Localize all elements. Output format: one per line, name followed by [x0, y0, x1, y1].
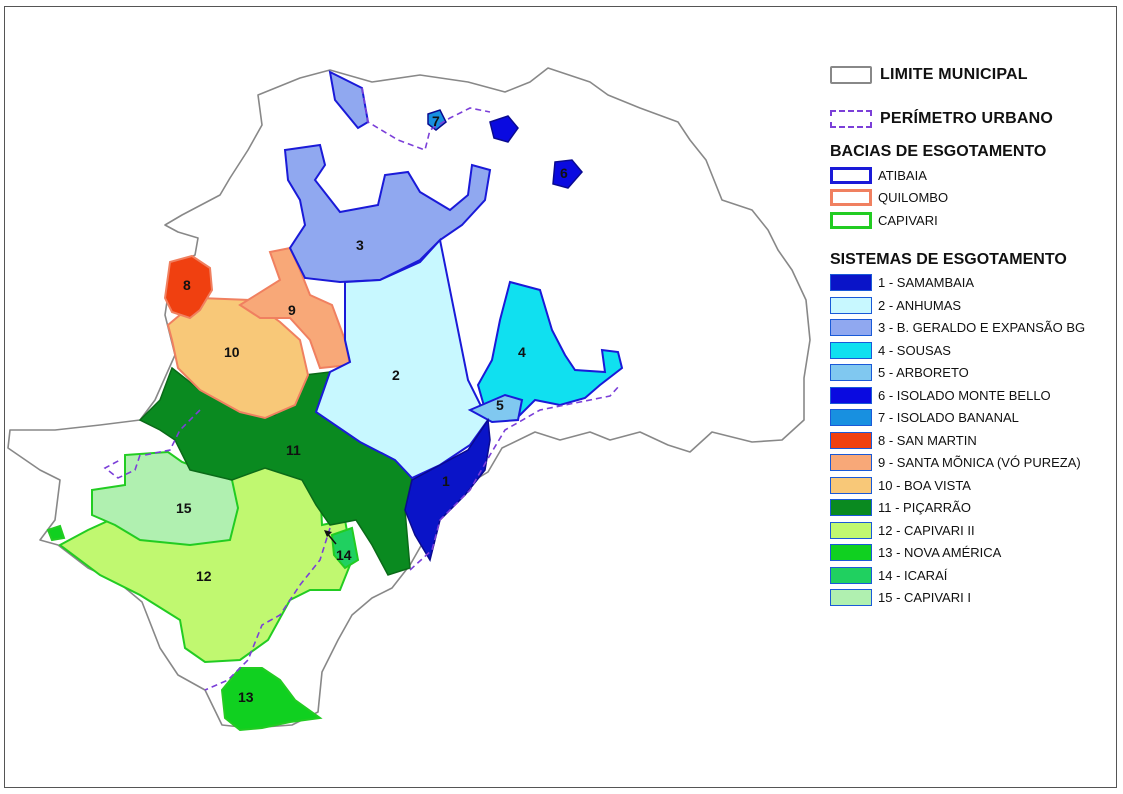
- zone-4-label: 4: [518, 344, 526, 360]
- zone-9-area: [238, 246, 352, 370]
- zone-13-area: [220, 667, 323, 732]
- limite-label: LIMITE MUNICIPAL: [880, 66, 1028, 83]
- sistema-swatch: [830, 274, 872, 292]
- legend-sistema-row: 15 - CAPIVARI I: [830, 587, 1120, 610]
- sistema-label: 4 - SOUSAS: [878, 342, 951, 358]
- zone-11-area: [138, 366, 413, 576]
- legend-sistema-row: 7 - ISOLADO BANANAL: [830, 407, 1120, 430]
- perimetro-label: PERÍMETRO URBANO: [880, 110, 1053, 127]
- sistema-swatch: [830, 589, 872, 607]
- legend-sistema-row: 1 - SAMAMBAIA: [830, 272, 1120, 295]
- sistema-swatch: [830, 319, 872, 337]
- perimetro-swatch: [830, 110, 872, 128]
- sistema-swatch: [830, 364, 872, 382]
- sistema-swatch: [830, 521, 872, 539]
- zone-12-label: 12: [196, 568, 212, 584]
- legend-sistema-row: 9 - SANTA MÕNICA (VÓ PUREZA): [830, 452, 1120, 475]
- urban-perimeter: [103, 87, 621, 691]
- limite-swatch: [830, 66, 872, 84]
- sistema-label: 5 - ARBORETO: [878, 365, 969, 381]
- sistema-swatch: [830, 454, 872, 472]
- sistema-label: 12 - CAPIVARI II: [878, 522, 975, 538]
- zone-7-label: 7: [432, 113, 440, 129]
- zone-8-area: [163, 254, 214, 320]
- zone-3-label: 3: [356, 237, 364, 253]
- sistema-swatch: [830, 386, 872, 404]
- sistema-label: 9 - SANTA MÕNICA (VÓ PUREZA): [878, 455, 1081, 471]
- legend-sistema-row: 12 - CAPIVARI II: [830, 519, 1120, 542]
- legend-perimetro-row: PERÍMETRO URBANO: [830, 106, 1120, 132]
- sistema-swatch: [830, 296, 872, 314]
- legend-sistema-row: 5 - ARBORETO: [830, 362, 1120, 385]
- legend-sistema-row: 13 - NOVA AMÉRICA: [830, 542, 1120, 565]
- bacia-label: ATIBAIA: [878, 167, 927, 183]
- bacia-swatch: [830, 211, 872, 229]
- zone-1-area: [404, 417, 491, 562]
- legend-sistema-row: 8 - SAN MARTIN: [830, 429, 1120, 452]
- sistema-label: 1 - SAMAMBAIA: [878, 275, 975, 291]
- zone-3-north-branch: [328, 70, 370, 130]
- zone-2-area: [314, 237, 490, 480]
- sistema-label: 7 - ISOLADO BANANAL: [878, 410, 1019, 426]
- map-legend: LIMITE MUNICIPAL PERÍMETRO URBANO BACIAS…: [830, 62, 1120, 609]
- zone-15-label: 15: [176, 500, 192, 516]
- bacias-title: BACIAS DE ESGOTAMENTO: [830, 143, 1047, 160]
- legend-bacia-row: QUILOMBO: [830, 187, 1120, 210]
- legend-sistema-row: 6 - ISOLADO MONTE BELLO: [830, 384, 1120, 407]
- zone-9-label: 9: [288, 302, 296, 318]
- zone-14-arrowhead: [324, 530, 332, 537]
- sistema-label: 10 - BOA VISTA: [878, 477, 971, 493]
- sistema-label: 15 - CAPIVARI I: [878, 590, 971, 606]
- sistema-label: 13 - NOVA AMÉRICA: [878, 545, 1002, 561]
- zone-13-label: 13: [238, 689, 254, 705]
- zone-6-north-piece: [489, 115, 519, 143]
- sistema-label: 8 - SAN MARTIN: [878, 432, 977, 448]
- sistema-label: 11 - PIÇARRÃO: [878, 500, 971, 516]
- bacia-label: QUILOMBO: [878, 190, 949, 206]
- sistema-swatch: [830, 409, 872, 427]
- legend-sistema-row: 2 - ANHUMAS: [830, 294, 1120, 317]
- sistema-label: 2 - ANHUMAS: [878, 297, 962, 313]
- legend-sistema-row: 11 - PIÇARRÃO: [830, 497, 1120, 520]
- sistema-swatch: [830, 499, 872, 517]
- zone-8-label: 8: [183, 277, 191, 293]
- legend-sistema-row: 14 - ICARAÍ: [830, 564, 1120, 587]
- bacia-swatch: [830, 166, 872, 184]
- zone-1-label: 1: [442, 473, 450, 489]
- sistema-swatch: [830, 544, 872, 562]
- sistema-label: 14 - ICARAÍ: [878, 567, 948, 583]
- legend-limite-row: LIMITE MUNICIPAL: [830, 62, 1120, 88]
- zone-14-label: 14: [336, 547, 352, 563]
- zone-3-area: [283, 143, 492, 284]
- zone-6-area: [552, 159, 583, 189]
- zone-14-area: [330, 526, 360, 570]
- sistema-swatch: [830, 476, 872, 494]
- bacia-swatch: [830, 189, 872, 207]
- sistemas-list: 1 - SAMAMBAIA 2 - ANHUMAS 3 - B. GERALDO E…: [830, 272, 1120, 610]
- sistema-label: 6 - ISOLADO MONTE BELLO: [878, 387, 1051, 403]
- zone-11-label: 11: [286, 442, 301, 458]
- legend-bacia-row: CAPIVARI: [830, 209, 1120, 232]
- zone-10-label: 10: [224, 344, 240, 360]
- sistemas-title: SISTEMAS DE ESGOTAMENTO: [830, 250, 1067, 268]
- legend-sistema-row: 10 - BOA VISTA: [830, 474, 1120, 497]
- legend-sistema-row: 4 - SOUSAS: [830, 339, 1120, 362]
- bacia-label: CAPIVARI: [878, 212, 938, 228]
- zone-13-west-piece: [46, 524, 66, 542]
- zone-2-label: 2: [392, 367, 400, 383]
- zone-15-area: [91, 450, 240, 547]
- sistema-swatch: [830, 566, 872, 584]
- zone-5-label: 5: [496, 397, 504, 413]
- sistema-swatch: [830, 341, 872, 359]
- legend-sistema-row: 3 - B. GERALDO E EXPANSÃO BG: [830, 317, 1120, 340]
- bacias-list: ATIBAIA QUILOMBO CAPIVARI: [830, 164, 1120, 232]
- legend-bacia-row: ATIBAIA: [830, 164, 1120, 187]
- zone-4-area: [476, 280, 624, 421]
- sistema-swatch: [830, 431, 872, 449]
- zone-6-label: 6: [560, 165, 568, 181]
- zone-7-area: [427, 109, 447, 131]
- sistema-label: 3 - B. GERALDO E EXPANSÃO BG: [878, 320, 1086, 336]
